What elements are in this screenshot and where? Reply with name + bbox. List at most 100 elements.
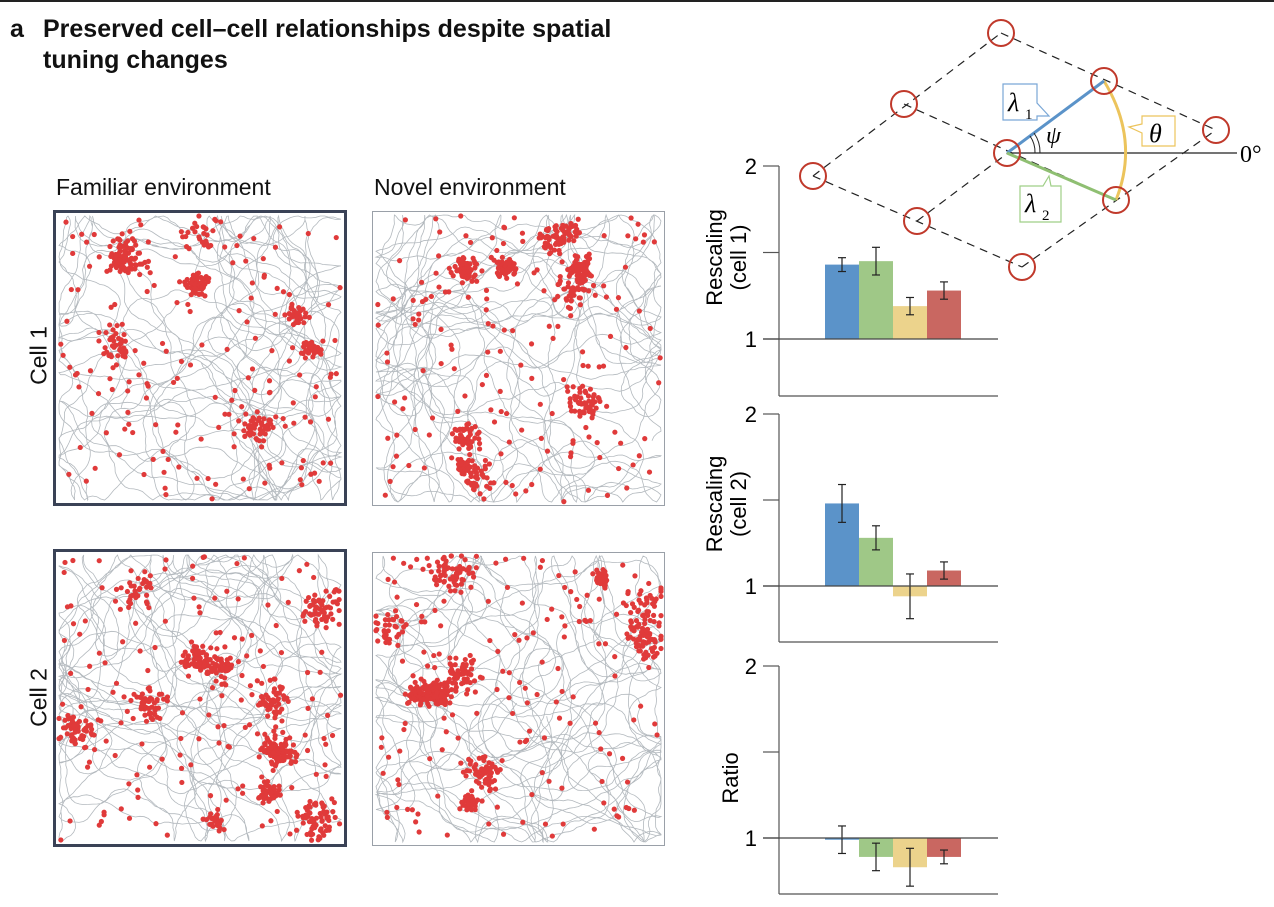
spike-dot	[631, 807, 637, 813]
spike-dot	[504, 270, 510, 276]
spike-dot	[135, 794, 141, 800]
spike-dot	[98, 718, 104, 724]
spike-dot	[465, 421, 472, 427]
panel-letter: a	[10, 15, 24, 43]
firing-fields	[799, 19, 1230, 281]
spike-dot	[453, 572, 459, 578]
spike-dot	[656, 380, 662, 386]
spike-dot	[594, 440, 600, 446]
spike-dot	[336, 588, 342, 594]
spike-dot	[277, 224, 283, 230]
spike-dot	[534, 691, 540, 698]
spike-dot	[420, 368, 426, 374]
spike-dot	[390, 296, 396, 302]
spike-dot	[147, 709, 153, 716]
spike-dot	[384, 809, 390, 815]
spike-dot	[269, 348, 275, 354]
spike-dot	[452, 426, 458, 432]
spike-dot	[141, 700, 147, 706]
spike-dot	[68, 603, 74, 609]
spike-dot	[572, 569, 578, 575]
spike-dot	[108, 263, 114, 269]
spike-dot	[436, 651, 442, 657]
spike-dot	[438, 360, 444, 367]
spike-dot	[118, 806, 124, 812]
spike-dot	[145, 258, 152, 265]
spike-dot	[529, 375, 535, 381]
spike-dot	[273, 622, 279, 629]
spike-dot	[642, 616, 648, 623]
spike-dot	[436, 563, 442, 569]
y-tick-label: 2	[745, 654, 757, 679]
y-axis-label: Ratio	[718, 752, 743, 803]
spike-dot	[129, 236, 136, 242]
spike-dot	[638, 703, 644, 709]
spike-dot	[229, 397, 235, 403]
spike-dot	[198, 436, 204, 442]
spike-dot	[467, 652, 473, 659]
spike-dot	[312, 592, 318, 598]
spike-dot	[87, 368, 94, 374]
spike-dot	[337, 285, 343, 291]
spike-dot	[130, 715, 136, 722]
spike-dot	[126, 258, 132, 264]
spike-dot	[109, 386, 115, 393]
spike-dot	[458, 213, 464, 219]
spike-dot	[453, 438, 459, 444]
spike-dot	[458, 589, 464, 595]
spike-dot	[79, 231, 85, 237]
spike-dot	[656, 620, 662, 626]
spike-dot	[254, 437, 260, 443]
spike-dot	[268, 818, 274, 824]
spike-dot	[494, 804, 500, 810]
spike-dot	[153, 422, 159, 428]
spike-dot	[506, 695, 512, 701]
spike-dot	[143, 704, 149, 710]
spike-dot	[134, 772, 140, 778]
spike-dot	[237, 233, 243, 239]
spike-dot	[219, 693, 225, 699]
spike-dot	[261, 416, 267, 422]
spike-dot	[373, 613, 379, 619]
theta-callout: θ	[1127, 115, 1176, 148]
spike-dot	[272, 735, 278, 742]
spike-dot	[107, 322, 113, 328]
spike-dot	[189, 225, 196, 231]
spike-dot	[83, 478, 89, 484]
spike-dot	[196, 213, 202, 219]
spike-dot	[520, 819, 526, 825]
spike-dot	[402, 720, 408, 727]
spike-dot	[476, 780, 482, 786]
spike-dot	[278, 686, 284, 692]
spike-dot	[465, 671, 471, 677]
spike-dot	[432, 664, 438, 671]
spike-dot	[448, 686, 455, 693]
spike-dot	[476, 440, 483, 447]
spike-dot	[286, 291, 293, 298]
spike-dot	[239, 636, 245, 642]
spike-dot	[326, 824, 332, 830]
spike-dot	[494, 247, 500, 254]
spike-dot	[587, 618, 593, 624]
spike-dot	[576, 618, 582, 625]
spike-dot	[144, 381, 150, 387]
spike-dot	[235, 596, 241, 602]
spike-dot	[572, 397, 579, 403]
spike-dot	[616, 814, 622, 820]
spike-dot	[154, 696, 160, 703]
spike-dot	[270, 750, 277, 756]
spike-dot	[431, 652, 437, 659]
spike-dot	[236, 308, 242, 314]
spike-dot	[410, 673, 416, 679]
spike-dot	[551, 247, 558, 253]
spike-dot	[120, 639, 126, 645]
spike-dot	[476, 755, 482, 761]
spike-dot	[567, 305, 574, 311]
spike-dot	[196, 736, 202, 742]
spike-dot	[101, 809, 107, 815]
spike-dot	[178, 735, 184, 742]
spike-dot	[196, 604, 202, 610]
spike-dot	[135, 593, 141, 599]
spike-dot	[330, 809, 336, 815]
